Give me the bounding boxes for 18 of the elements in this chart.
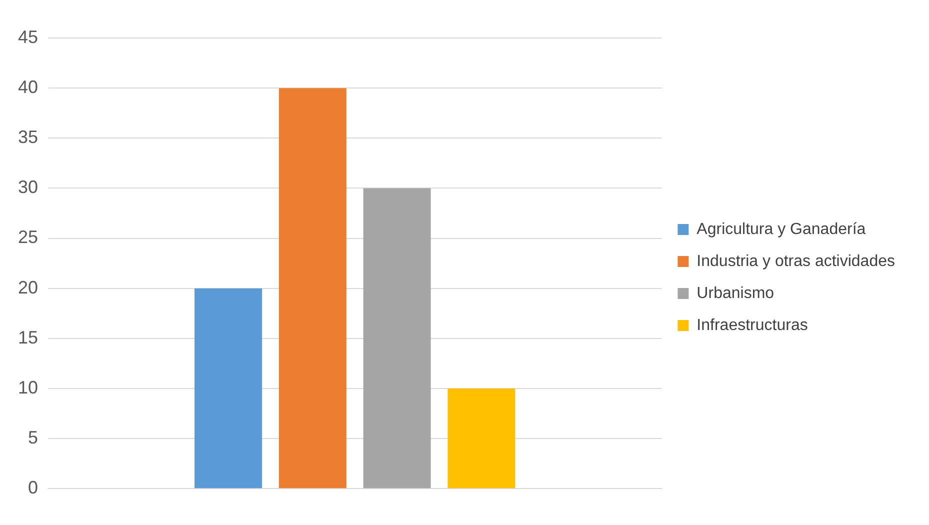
legend-label: Agricultura y Ganadería: [696, 220, 866, 238]
legend-label: Urbanismo: [696, 284, 774, 302]
y-tick-label: 0: [28, 478, 38, 498]
y-tick-label: 45: [18, 26, 38, 47]
y-tick-label: 30: [18, 177, 38, 198]
y-tick-label: 35: [18, 127, 38, 148]
legend-label: Industria y otras actividades: [696, 252, 896, 270]
y-tick-label: 40: [18, 77, 38, 98]
y-tick-label: 25: [18, 227, 38, 248]
y-tick-label: 5: [28, 428, 38, 448]
legend-label: Infraestructuras: [696, 316, 808, 334]
y-tick-label: 10: [18, 377, 38, 398]
y-tick-label: 15: [18, 327, 38, 348]
bar: [278, 88, 346, 488]
y-tick-label: 20: [18, 277, 38, 298]
bar: [194, 288, 262, 488]
bar: [363, 188, 431, 488]
bar: [448, 388, 516, 488]
